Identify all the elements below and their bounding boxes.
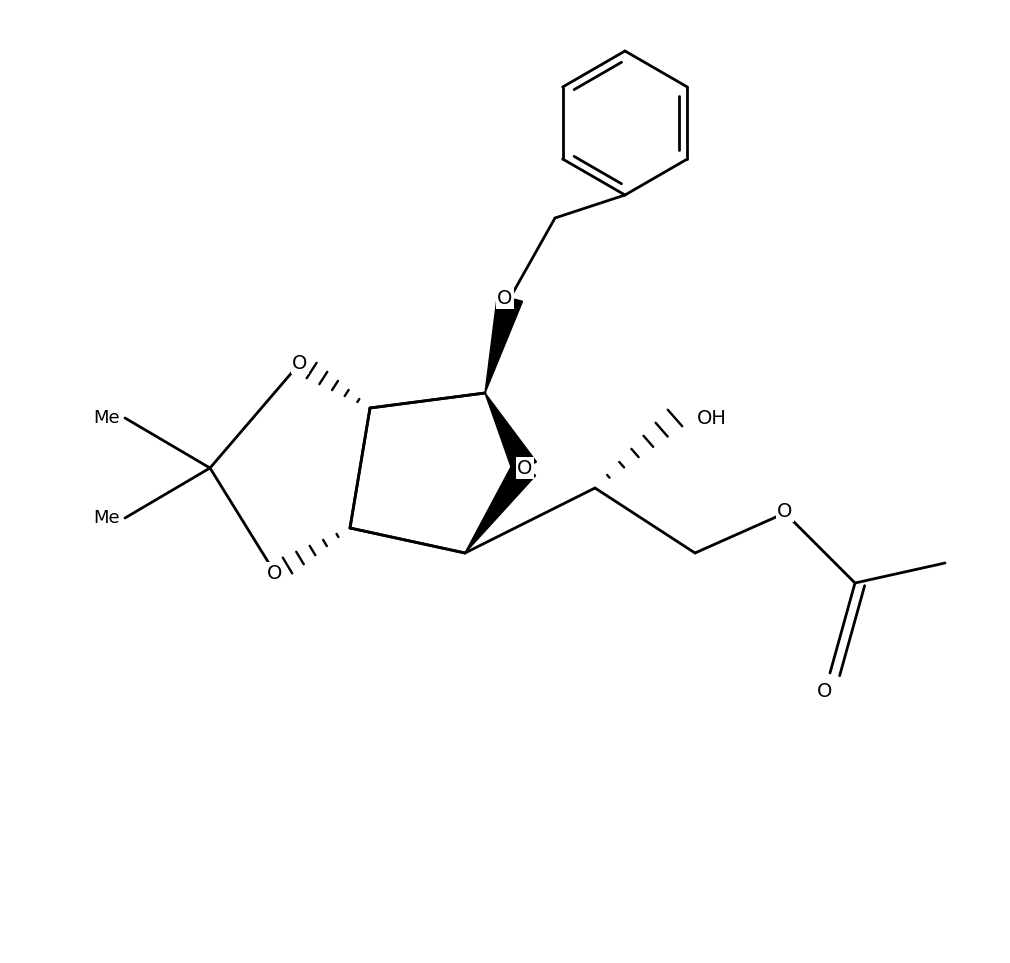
Text: O: O [268, 563, 283, 583]
Text: Me: Me [93, 409, 120, 427]
Text: O: O [497, 289, 513, 307]
Text: OH: OH [697, 408, 727, 428]
Polygon shape [485, 295, 522, 393]
Polygon shape [465, 460, 535, 553]
Text: O: O [517, 458, 532, 478]
Text: O: O [778, 502, 793, 520]
Text: Me: Me [93, 509, 120, 527]
Text: O: O [817, 682, 832, 700]
Text: O: O [292, 353, 308, 373]
Polygon shape [485, 393, 536, 474]
